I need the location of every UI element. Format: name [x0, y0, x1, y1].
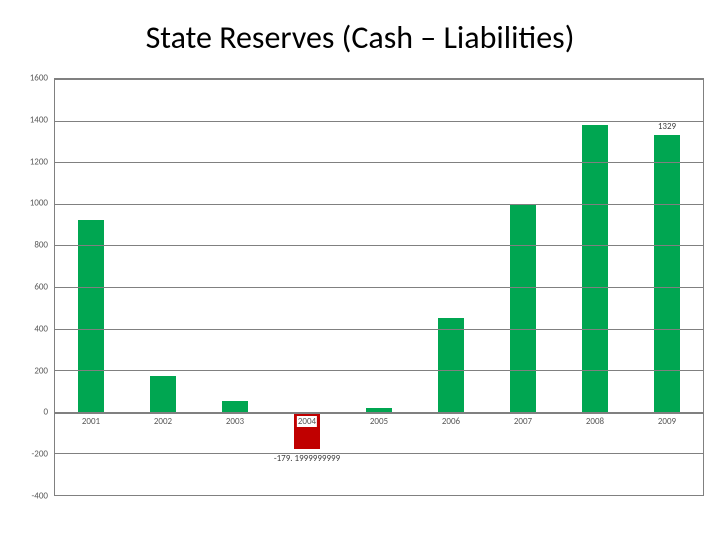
gridline [55, 204, 703, 205]
chart-title: State Reserves (Cash – Liabilities) [0, 18, 720, 57]
x-tick-label: 2003 [225, 416, 245, 427]
gridline [55, 162, 703, 163]
gridline [55, 412, 703, 414]
slide: State Reserves (Cash – Liabilities) -400… [0, 0, 720, 540]
y-tick-label: -400 [32, 491, 48, 502]
y-tick-label: -200 [32, 449, 48, 460]
bar [78, 220, 105, 411]
gridline [55, 370, 703, 371]
x-tick-label: 2005 [369, 416, 389, 427]
gridline [55, 495, 703, 496]
y-tick-label: 400 [34, 323, 48, 334]
x-tick-label: 2004 [297, 416, 317, 427]
bar [222, 401, 249, 411]
gridline [55, 245, 703, 246]
gridline [55, 79, 703, 80]
data-label: 1329 [658, 121, 676, 132]
x-tick-label: 2006 [441, 416, 461, 427]
y-tick-label: 1000 [30, 198, 48, 209]
x-tick-label: 2007 [513, 416, 533, 427]
y-tick-label: 600 [34, 282, 48, 293]
bar [150, 376, 177, 411]
gridline [55, 287, 703, 288]
bar [438, 318, 465, 412]
x-tick-label: 2008 [585, 416, 605, 427]
bar [582, 125, 609, 412]
y-tick-label: 800 [34, 240, 48, 251]
gridline [55, 329, 703, 330]
gridline [55, 453, 703, 454]
y-axis-labels: -400-20002004006008001000120014001600 [20, 78, 54, 496]
x-axis-labels: 2001 2002 2003 2004 2005 2006 2007 2008 2009 [55, 416, 703, 430]
y-tick-label: 1400 [30, 114, 48, 125]
data-label: -179. 1999999999 [274, 453, 340, 464]
y-tick-label: 1600 [30, 73, 48, 84]
x-tick-label: 2002 [153, 416, 173, 427]
x-tick-label: 2001 [81, 416, 101, 427]
y-tick-label: 1200 [30, 156, 48, 167]
gridline [55, 121, 703, 122]
chart: -400-20002004006008001000120014001600 -1… [20, 78, 704, 526]
plot-area: -179. 1999999999 1329 [55, 79, 703, 495]
y-tick-label: 0 [43, 407, 48, 418]
bar [510, 204, 537, 412]
chart-frame: -179. 19999999991329 2001200220032004200… [54, 78, 704, 496]
x-tick-label: 2009 [657, 416, 677, 427]
y-tick-label: 200 [34, 365, 48, 376]
